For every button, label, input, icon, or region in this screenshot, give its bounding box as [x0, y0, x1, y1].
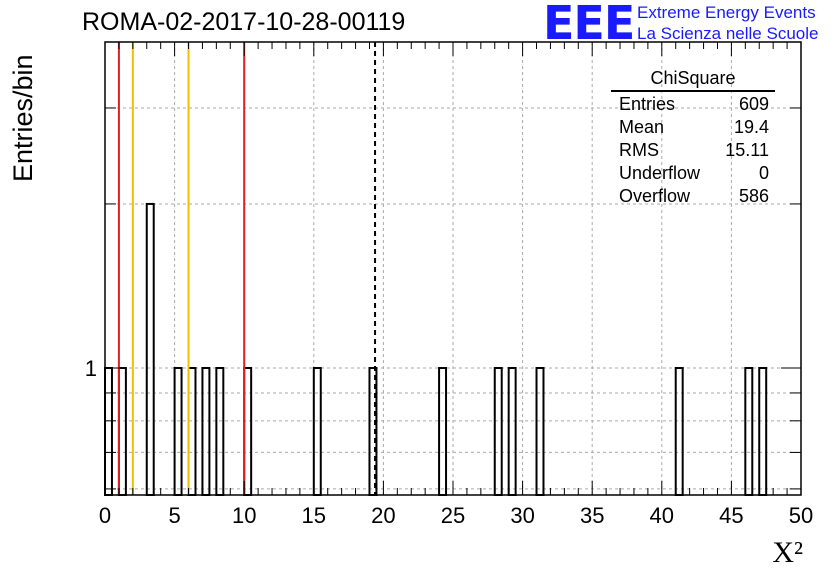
x-axis-label: X²	[772, 536, 803, 569]
chart-title: ROMA-02-2017-10-28-00119	[82, 8, 406, 36]
x-tick-label: 15	[302, 503, 326, 528]
histogram-bars	[104, 202, 768, 496]
x-tick-label: 40	[650, 503, 674, 528]
x-tick-label: 45	[719, 503, 743, 528]
x-tick-label: 25	[441, 503, 465, 528]
histogram-bar	[758, 367, 768, 496]
stats-title: ChiSquare	[611, 68, 775, 92]
x-tick-label: 10	[232, 503, 256, 528]
x-tick-label: 35	[580, 503, 604, 528]
histogram-bar	[145, 202, 155, 496]
stats-row: Mean 19.4	[619, 117, 769, 137]
logo-line-2: La Scienza nelle Scuole	[637, 24, 819, 43]
stats-row: Entries 609	[619, 94, 769, 114]
histogram-bar	[438, 367, 448, 496]
logo-line-1: Extreme Energy Events	[637, 3, 816, 22]
histogram-bar	[104, 367, 113, 496]
x-tick-label: 20	[371, 503, 395, 528]
y-tick-label: 1	[85, 356, 97, 381]
stats-row: Overflow 586	[619, 186, 769, 206]
x-tick-label: 50	[789, 503, 813, 528]
x-tick-label: 0	[99, 503, 111, 528]
stats-row: Underflow 0	[619, 163, 769, 183]
eee-logo-text: Extreme Energy Events La Scienza nelle S…	[637, 2, 818, 44]
histogram-bar	[117, 367, 127, 496]
x-tick-label: 30	[510, 503, 534, 528]
histogram-bar	[243, 367, 253, 496]
eee-logo-mark: EEE	[543, 0, 635, 50]
histogram-bar	[674, 367, 684, 496]
histogram-bar	[507, 367, 517, 496]
axis-ticks	[104, 42, 802, 495]
histogram-bar	[535, 367, 545, 496]
histogram-bar	[744, 367, 754, 496]
histogram-bar	[173, 367, 183, 496]
stats-box: ChiSquare Entries 609 Mean 19.4 RMS 15.11 U…	[611, 68, 775, 208]
stats-row: RMS 15.11	[619, 140, 769, 160]
y-axis-label: Entries/bin	[8, 54, 38, 182]
tick-labels: 0 5 10 15 20 25 30 35 40 45 50 1	[85, 356, 813, 528]
histogram-bar	[187, 367, 197, 496]
grid	[105, 42, 801, 495]
histogram-bar	[493, 367, 503, 496]
histogram-bar	[312, 367, 322, 496]
histogram-bar	[201, 367, 211, 496]
x-tick-label: 5	[168, 503, 180, 528]
reference-lines	[117, 42, 377, 495]
histogram-bar	[215, 367, 225, 496]
